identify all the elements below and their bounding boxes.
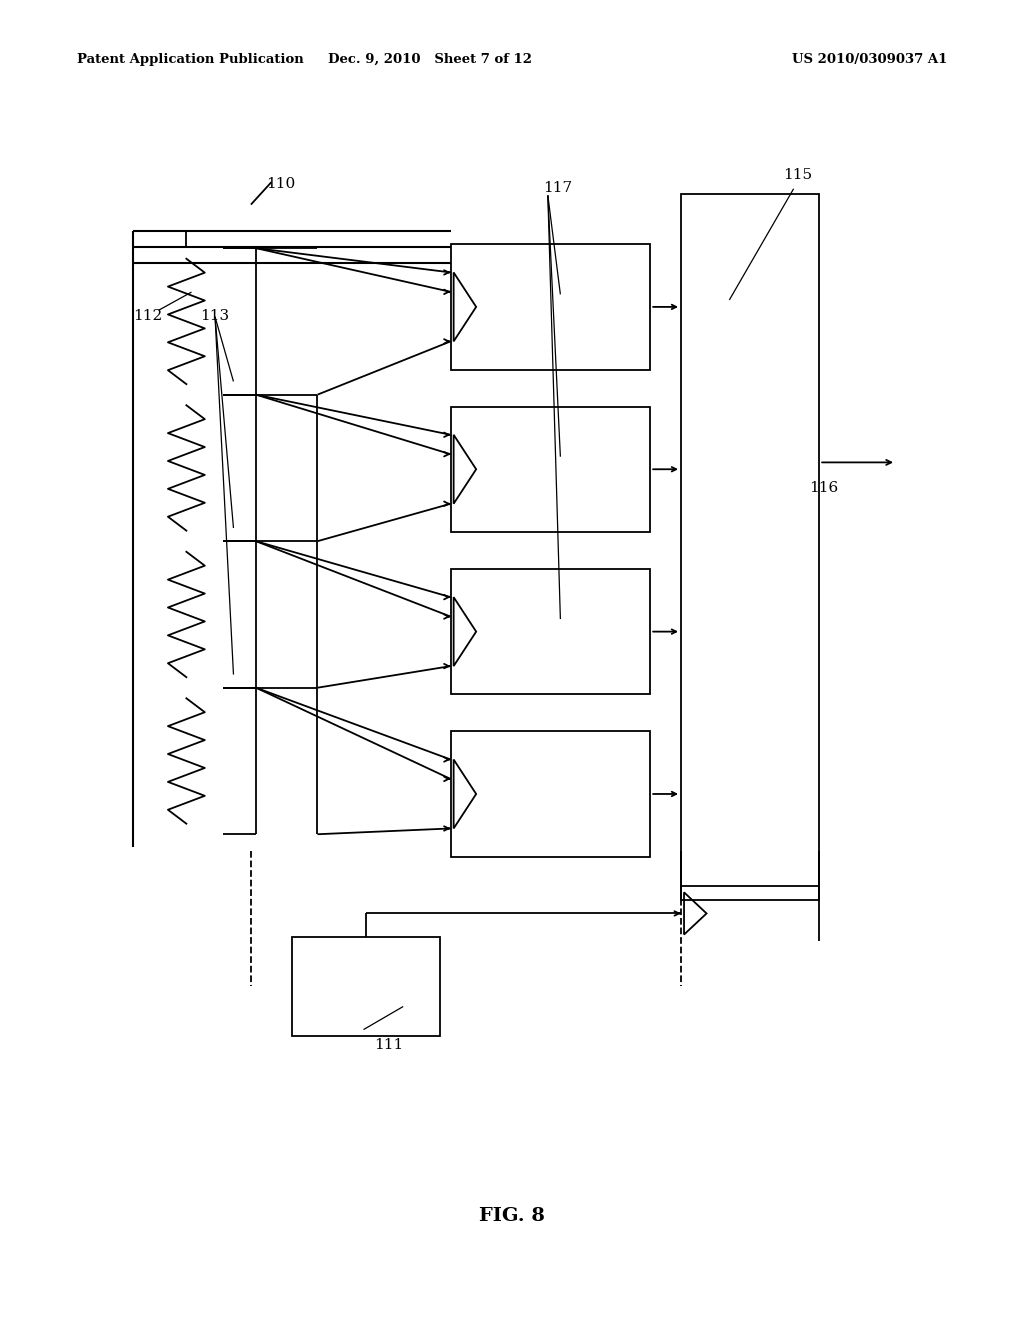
Bar bbox=[451, 244, 650, 370]
Text: 110: 110 bbox=[266, 177, 296, 191]
Text: 113: 113 bbox=[200, 309, 228, 323]
Bar bbox=[451, 569, 650, 694]
Bar bbox=[681, 194, 819, 900]
Text: 112: 112 bbox=[133, 309, 163, 323]
Bar bbox=[451, 731, 650, 857]
Text: Patent Application Publication: Patent Application Publication bbox=[77, 53, 303, 66]
Text: FIG. 8: FIG. 8 bbox=[479, 1206, 545, 1225]
Text: 111: 111 bbox=[374, 1038, 403, 1052]
Bar bbox=[451, 407, 650, 532]
Text: Dec. 9, 2010   Sheet 7 of 12: Dec. 9, 2010 Sheet 7 of 12 bbox=[328, 53, 532, 66]
Text: 115: 115 bbox=[783, 168, 812, 182]
Text: 116: 116 bbox=[809, 480, 839, 495]
Bar bbox=[292, 937, 440, 1036]
Text: 117: 117 bbox=[543, 181, 571, 195]
Text: US 2010/0309037 A1: US 2010/0309037 A1 bbox=[792, 53, 947, 66]
